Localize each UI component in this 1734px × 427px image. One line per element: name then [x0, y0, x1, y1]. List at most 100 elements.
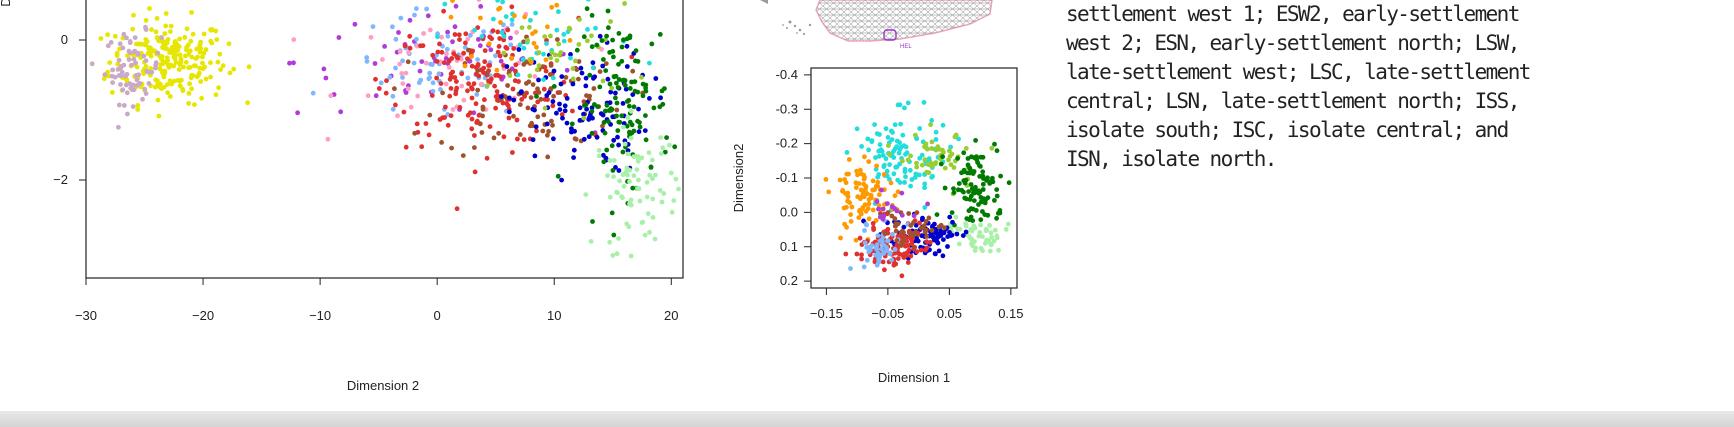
data-point [973, 208, 979, 213]
data-point [469, 116, 475, 122]
data-point [469, 126, 475, 132]
data-point [891, 171, 897, 177]
data-point [507, 68, 512, 74]
data-point [925, 146, 930, 152]
data-point [519, 25, 525, 30]
data-point [639, 155, 645, 161]
data-point [950, 219, 955, 225]
data-point [412, 12, 417, 18]
data-point [643, 113, 648, 118]
data-point [475, 57, 480, 62]
data-point [859, 252, 864, 258]
data-point [881, 162, 887, 168]
data-point [418, 43, 423, 49]
data-point [153, 63, 159, 68]
data-point [184, 47, 189, 53]
data-point [445, 29, 450, 35]
data-point [871, 225, 876, 231]
data-point [862, 154, 867, 160]
data-point [534, 44, 539, 50]
data-point [899, 229, 905, 235]
data-point [616, 119, 622, 125]
data-point [434, 75, 439, 81]
data-point [295, 110, 300, 116]
data-point [590, 219, 595, 224]
data-point [881, 172, 887, 177]
data-point [142, 42, 148, 48]
plot-right-y-axis: -0.4 -0.3 -0.2 -0.1 0.0 0.1 0.2 [776, 67, 811, 288]
data-point [554, 27, 560, 33]
data-point [489, 36, 494, 42]
data-point [134, 82, 140, 88]
data-point [606, 119, 611, 124]
data-point [640, 219, 646, 225]
caption-line: late-settlement west; LSC, late-settleme… [1066, 60, 1531, 84]
data-point [534, 67, 540, 73]
data-point [573, 58, 578, 64]
data-point [509, 22, 515, 27]
data-point [884, 168, 890, 174]
data-point [622, 1, 627, 6]
data-point [325, 136, 331, 142]
data-point [877, 148, 883, 154]
data-point [534, 128, 539, 134]
data-point [635, 158, 641, 163]
data-point [587, 112, 593, 118]
data-point [162, 31, 168, 37]
data-point [579, 70, 585, 76]
data-point [220, 63, 226, 69]
data-point [923, 219, 929, 224]
data-point [498, 20, 503, 25]
data-point [624, 123, 630, 129]
data-point [584, 106, 589, 112]
data-point [989, 242, 994, 248]
data-point [216, 85, 222, 91]
data-point [528, 95, 534, 100]
data-point [954, 231, 960, 237]
data-point [627, 33, 633, 39]
data-point [624, 43, 630, 49]
data-point [585, 27, 590, 32]
data-point [876, 203, 882, 208]
data-point [509, 4, 515, 10]
data-point [960, 233, 966, 239]
data-point [480, 106, 486, 112]
data-point [186, 65, 192, 70]
data-point [231, 66, 237, 72]
data-point [609, 85, 615, 91]
data-point [581, 111, 586, 117]
y-tick-label: -0.1 [776, 170, 798, 185]
data-point [901, 143, 907, 148]
data-point [476, 0, 482, 2]
data-point [427, 27, 433, 33]
data-point [178, 59, 184, 65]
data-point [858, 187, 864, 193]
data-point [921, 223, 927, 229]
data-point [650, 176, 655, 182]
data-point [929, 118, 935, 123]
data-point [862, 175, 867, 180]
data-point [860, 205, 866, 211]
data-point [484, 70, 490, 76]
data-point [980, 187, 986, 192]
data-point [876, 192, 882, 198]
data-point [136, 41, 142, 47]
data-point [140, 68, 146, 74]
data-point [940, 122, 946, 128]
data-point [614, 80, 619, 86]
data-point [639, 74, 644, 80]
data-point [105, 32, 110, 38]
data-point [614, 113, 619, 119]
data-point [929, 228, 935, 233]
data-point [145, 51, 151, 56]
data-point [599, 38, 605, 43]
data-point [213, 28, 219, 34]
data-point [929, 174, 935, 180]
data-point [634, 167, 640, 173]
data-point [481, 29, 486, 34]
data-point [995, 210, 1001, 216]
data-point [570, 76, 576, 82]
data-point [507, 73, 513, 79]
data-point [887, 162, 892, 167]
data-point [495, 0, 500, 3]
